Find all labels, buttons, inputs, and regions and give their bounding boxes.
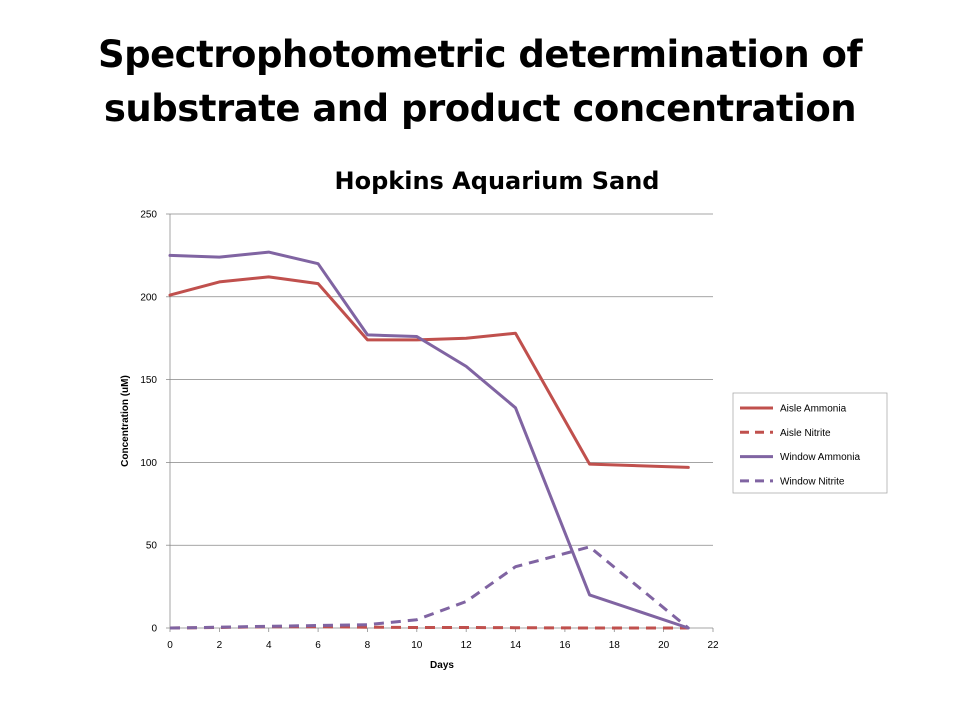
x-tick-label: 18 bbox=[609, 640, 621, 651]
x-tick-label: 2 bbox=[217, 640, 223, 651]
chart-title: Hopkins Aquarium Sand bbox=[335, 167, 660, 195]
y-tick-label: 0 bbox=[151, 624, 157, 635]
x-tick-label: 20 bbox=[658, 640, 670, 651]
x-axis-label: Days bbox=[430, 660, 454, 671]
slide-title-line-2: substrate and product concentration bbox=[103, 87, 857, 130]
x-tick-label: 4 bbox=[266, 640, 272, 651]
legend-label: Aisle Nitrite bbox=[780, 428, 831, 439]
x-tick-label: 8 bbox=[365, 640, 371, 651]
legend-label: Aisle Ammonia bbox=[780, 404, 847, 415]
legend-box bbox=[732, 392, 888, 494]
slide-title: Spectrophotometric determination of subs… bbox=[0, 28, 960, 136]
series-line-aisle-ammonia bbox=[168, 275, 690, 469]
y-tick-label: 250 bbox=[140, 210, 157, 221]
y-tick-label: 200 bbox=[140, 292, 157, 303]
x-tick-label: 10 bbox=[411, 640, 423, 651]
y-tick-label: 50 bbox=[146, 541, 158, 552]
series-line-window-ammonia bbox=[168, 250, 690, 630]
y-axis-label: Concentration (uM) bbox=[120, 375, 131, 467]
x-tick-label: 6 bbox=[315, 640, 321, 651]
x-tick-label: 12 bbox=[461, 640, 473, 651]
gridlines bbox=[170, 213, 713, 546]
axes bbox=[166, 213, 714, 632]
legend-label: Window Ammonia bbox=[780, 452, 860, 463]
y-tick-label: 100 bbox=[140, 458, 157, 469]
x-tick-label: 0 bbox=[167, 640, 173, 651]
x-tick-label: 22 bbox=[707, 640, 719, 651]
series-lines bbox=[168, 250, 690, 630]
tick-labels: 0 50 100 150 200 250 0 2 4 6 8 10 12 14 16 18 20 22 bbox=[140, 210, 719, 652]
legend-label: Window Nitrite bbox=[780, 476, 845, 487]
legend: Aisle Ammonia Aisle Nitrite Window Ammonia… bbox=[732, 392, 888, 494]
x-tick-label: 16 bbox=[559, 640, 571, 651]
series-line-window-nitrite bbox=[169, 545, 690, 630]
y-tick-label: 150 bbox=[140, 375, 157, 386]
x-tick-label: 14 bbox=[510, 640, 522, 651]
slide-title-line-1: Spectrophotometric determination of bbox=[97, 33, 863, 76]
